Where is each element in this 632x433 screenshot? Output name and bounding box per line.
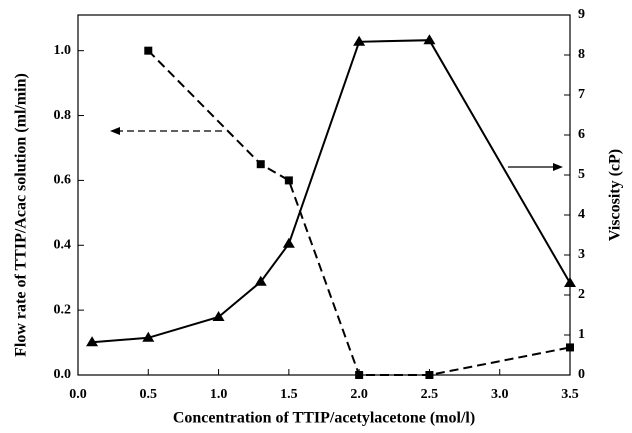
x-tick-label: 1.5 <box>280 387 298 402</box>
y-tick-label: 0.2 <box>54 302 72 317</box>
triangle-marker <box>254 275 267 286</box>
x-tick-label: 2.5 <box>421 387 439 402</box>
y2-tick-label: 0 <box>578 367 585 382</box>
y2-tick-label: 4 <box>578 207 585 222</box>
square-marker <box>284 176 293 185</box>
triangle-marker <box>282 237 295 248</box>
triangle-marker <box>423 34 436 45</box>
y2-tick-label: 3 <box>578 247 585 262</box>
x-tick-label: 2.0 <box>350 387 368 402</box>
y-tick-label: 1.0 <box>54 43 72 58</box>
x-tick-label: 1.0 <box>210 387 228 402</box>
square-marker <box>355 371 364 379</box>
triangle-marker <box>212 311 225 321</box>
y-tick-label: 0.4 <box>54 237 72 252</box>
y2-tick-label: 9 <box>578 7 585 22</box>
y2-tick-label: 6 <box>578 127 585 142</box>
plot-frame <box>77 14 571 376</box>
y-tick-label: 0.8 <box>54 108 72 123</box>
x-tick-label: 0.0 <box>69 387 87 402</box>
y2-tick-label: 8 <box>578 47 585 62</box>
y2-tick-label: 1 <box>578 327 585 342</box>
x-tick-label: 3.0 <box>491 387 509 402</box>
triangle-marker <box>86 336 99 347</box>
triangle-marker <box>353 35 366 46</box>
y2-tick-label: 7 <box>578 87 585 102</box>
series-line <box>91 39 571 344</box>
triangle-marker <box>142 331 155 342</box>
left-arrow <box>110 127 222 135</box>
x-axis-label: Concentration of TTIP/acetylacetone (mol… <box>173 410 475 427</box>
square-marker <box>144 46 153 55</box>
y-axis-label: Flow rate of TTIP/Acac solution (ml/min) <box>13 73 30 357</box>
x-tick-label: 3.5 <box>561 387 579 402</box>
square-marker <box>256 160 265 169</box>
y-tick-label: 0.6 <box>54 173 72 188</box>
y2-tick-label: 2 <box>578 287 585 302</box>
triangle-marker <box>564 277 576 287</box>
right-arrow <box>508 163 563 171</box>
x-tick-label: 0.5 <box>140 387 158 402</box>
series-line <box>147 49 571 376</box>
square-marker <box>566 343 574 352</box>
y2-axis-label: Viscosity (cP) <box>607 149 624 241</box>
y2-tick-label: 5 <box>578 167 585 182</box>
square-marker <box>425 371 434 379</box>
y-tick-label: 0.0 <box>54 367 72 382</box>
